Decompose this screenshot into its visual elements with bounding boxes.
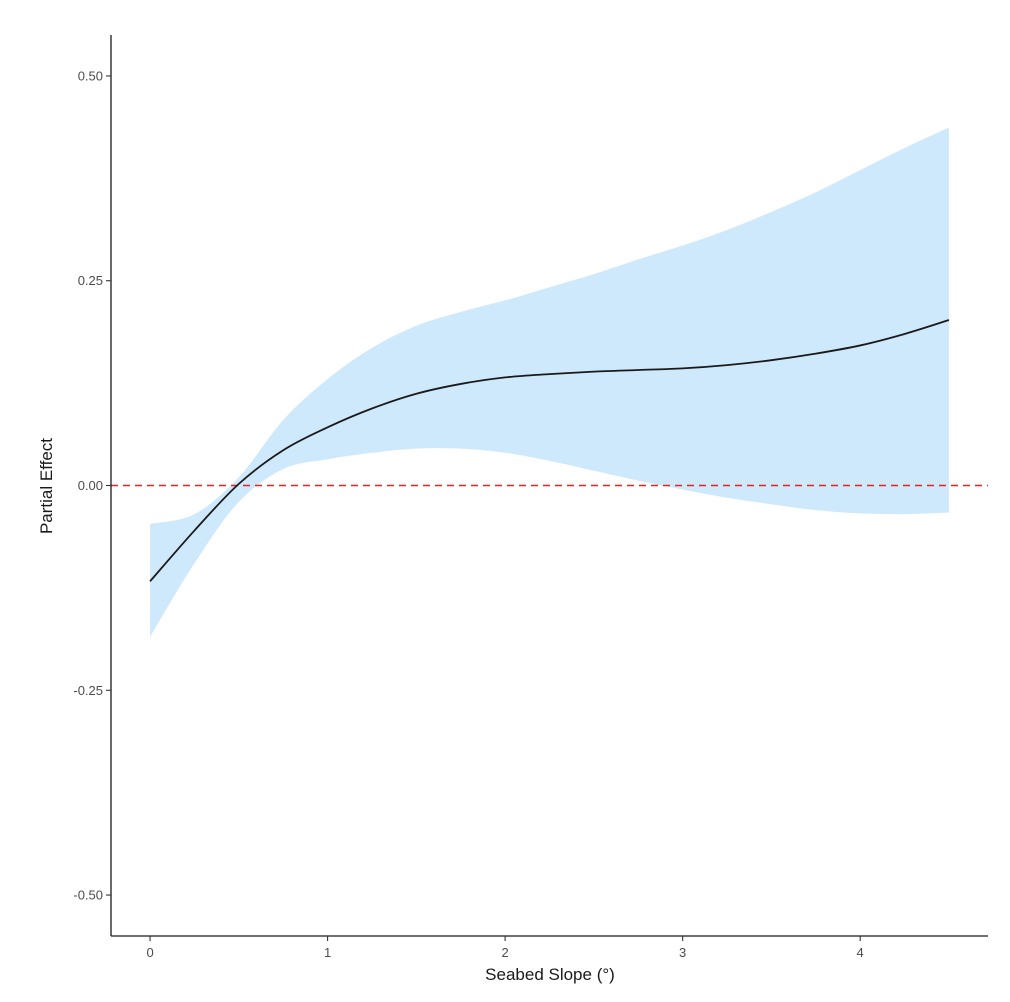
partial-effect-line [149,319,950,582]
y-tick-label: 0.00 [78,478,103,493]
y-tick-label: 0.50 [78,68,103,83]
x-tick-label: 4 [857,945,864,960]
confidence-ribbon [150,127,949,638]
fit-line-layer [149,319,950,582]
x-tick-label: 2 [502,945,509,960]
axes-layer: 0.50 0.25 0.00 -0.25 -0.50 0 1 2 3 4 [73,35,988,960]
y-tick-label: -0.25 [73,683,103,698]
y-tick-label: -0.50 [73,888,103,903]
x-tick-label: 3 [679,945,686,960]
confidence-ribbon-layer [150,127,949,638]
x-axis-title: Seabed Slope (°) [485,965,615,984]
x-tick-label: 1 [324,945,331,960]
y-axis-title: Partial Effect [37,438,56,534]
y-tick-label: 0.25 [78,273,103,288]
x-tick-label: 0 [146,945,153,960]
